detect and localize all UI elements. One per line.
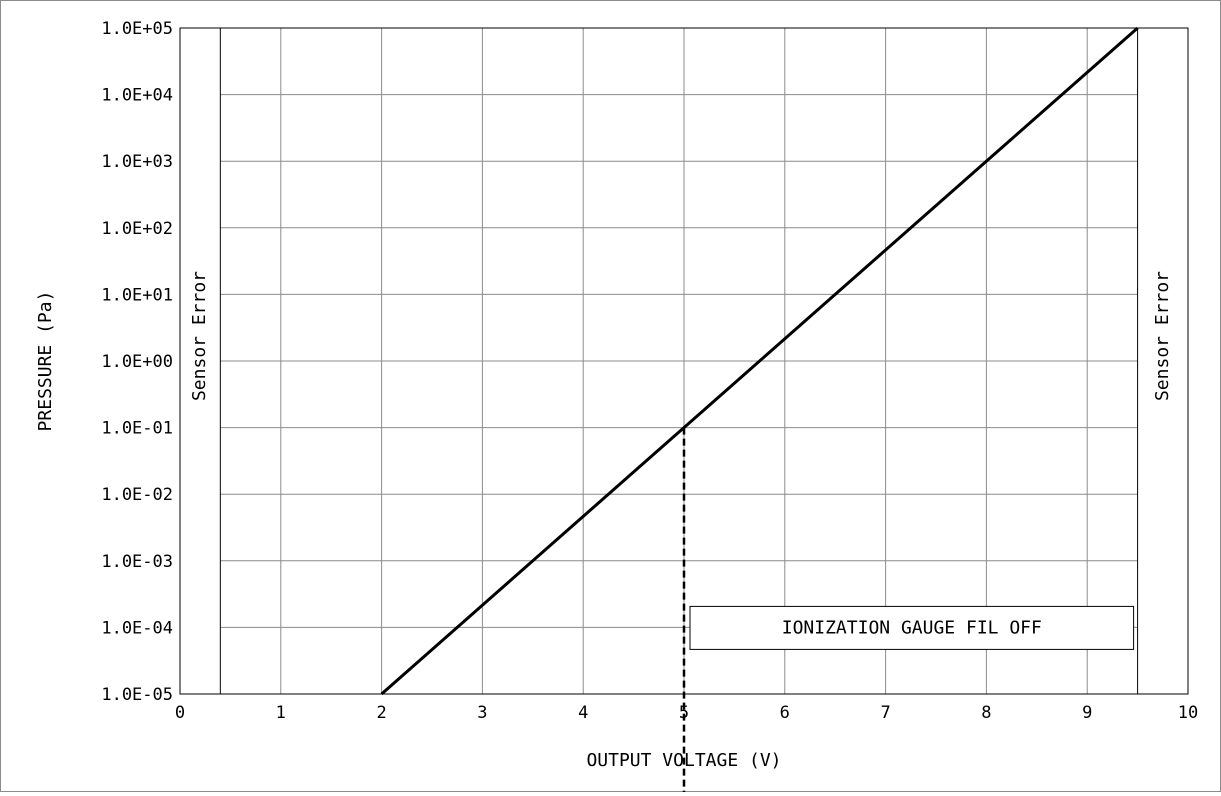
- y-tick-label: 1.0E+00: [101, 352, 173, 372]
- y-tick-label: 1.0E+04: [101, 86, 173, 106]
- sensor-error-bands: Sensor Error Sensor Error: [179, 27, 1189, 695]
- y-axis-title: PRESSURE (Pa): [35, 291, 56, 432]
- x-tick-label: 0: [175, 703, 185, 723]
- y-tick-label: 1.0E-01: [101, 419, 173, 439]
- x-tick-label: 3: [477, 703, 487, 723]
- x-tick-label: 4: [578, 703, 588, 723]
- y-tick-label: 1.0E+01: [101, 285, 173, 305]
- y-tick-label: 1.0E+03: [101, 152, 173, 172]
- x-tick-label: 8: [981, 703, 991, 723]
- y-tick-label: 1.0E-02: [101, 485, 173, 505]
- y-tick-label: 1.0E-04: [101, 618, 173, 638]
- x-tick-label: 5: [679, 703, 689, 723]
- y-axis-ticks: 1.0E-05 1.0E-04 1.0E-03 1.0E-02 1.0E-01 1.0E+…: [101, 19, 173, 705]
- sensor-error-label: Sensor Error: [189, 271, 210, 401]
- x-axis-title: OUTPUT VOLTAGE (V): [586, 750, 781, 771]
- x-tick-label: 1: [276, 703, 286, 723]
- sensor-error-label: Sensor Error: [1152, 271, 1173, 401]
- x-tick-label: 2: [376, 703, 386, 723]
- x-tick-label: 6: [780, 703, 790, 723]
- x-tick-label: 7: [880, 703, 890, 723]
- threshold-label-box: [689, 605, 1135, 650]
- pressure-series-line: [380, 26, 1139, 696]
- threshold-annotation: IONIZATION GAUGE FIL OFF: [682, 427, 1135, 792]
- threshold-label: IONIZATION GAUGE FIL OFF: [782, 617, 1042, 638]
- x-tick-label: 9: [1082, 703, 1092, 723]
- sensor-error-band: [1137, 27, 1189, 695]
- x-tick-label: 10: [1178, 703, 1198, 723]
- x-axis-ticks: 0 1 2 3 4 5 6 7 8 9 10: [175, 703, 1198, 723]
- y-tick-label: 1.0E+05: [101, 19, 173, 39]
- y-tick-label: 1.0E-03: [101, 552, 173, 572]
- y-tick-label: 1.0E-05: [101, 685, 173, 705]
- y-tick-label: 1.0E+02: [101, 219, 173, 239]
- series-lines: [380, 26, 1139, 696]
